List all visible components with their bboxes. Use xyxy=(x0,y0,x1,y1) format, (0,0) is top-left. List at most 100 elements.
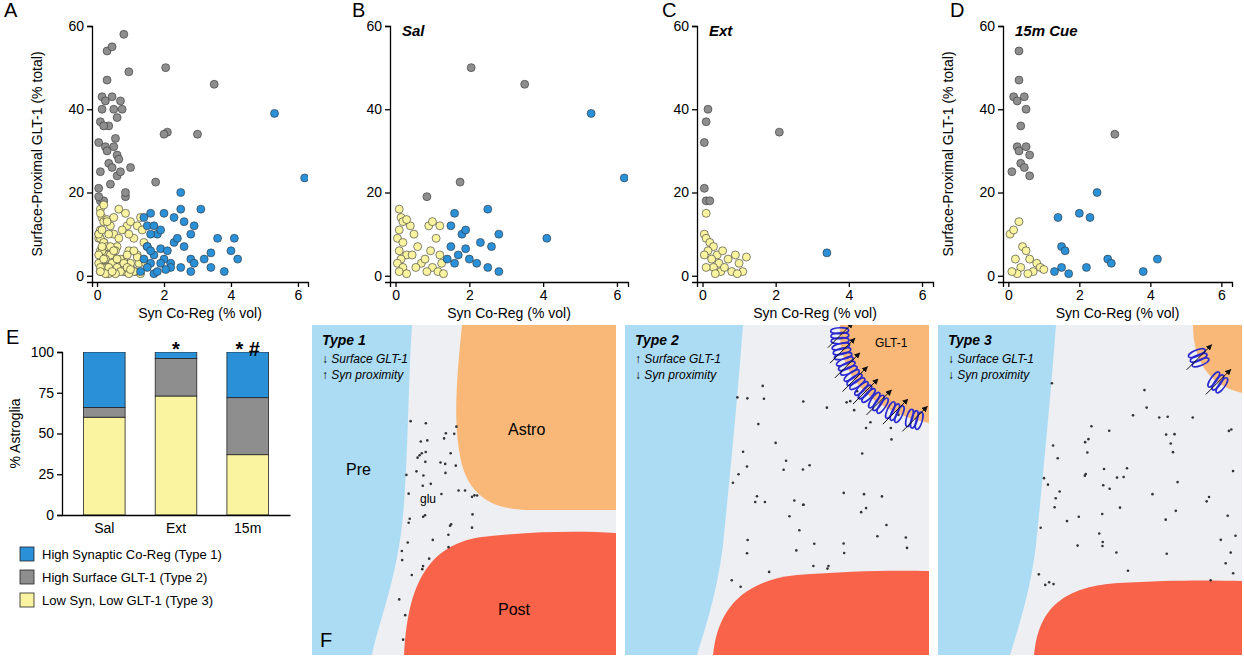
point xyxy=(1011,255,1019,263)
tick-label: 20 xyxy=(979,184,995,200)
point xyxy=(702,263,710,271)
tick: 0 xyxy=(94,282,102,303)
glutamate xyxy=(454,464,457,467)
point xyxy=(1093,189,1101,197)
tick: 60 xyxy=(673,18,697,34)
panel-letter: F xyxy=(320,629,332,651)
diagram-label: Pre xyxy=(346,461,371,478)
point xyxy=(108,164,116,172)
point xyxy=(1153,255,1161,263)
tick: 2 xyxy=(772,282,780,303)
point xyxy=(95,184,103,192)
postsynaptic xyxy=(713,571,929,655)
glutamate xyxy=(473,494,476,497)
glutamate xyxy=(802,503,805,506)
point xyxy=(127,266,135,274)
axis-line xyxy=(93,283,309,288)
point xyxy=(193,130,201,138)
point xyxy=(227,247,235,255)
glutamate xyxy=(1052,444,1055,447)
point xyxy=(403,216,411,224)
glutamate xyxy=(1101,513,1104,516)
transporters xyxy=(1187,345,1231,395)
glutamate xyxy=(464,489,467,492)
glutamate xyxy=(1224,562,1227,565)
tick-label: 0 xyxy=(699,287,707,303)
presynaptic xyxy=(938,325,1056,655)
glutamate xyxy=(450,523,453,526)
glutamate xyxy=(1087,438,1090,441)
tick-mark xyxy=(57,474,62,475)
glutamate xyxy=(861,452,864,455)
diagram-panel: Type 1↓ Surface GLT-1↑ Syn proximityPreA… xyxy=(312,325,616,655)
glutamate xyxy=(439,461,442,464)
glutamate xyxy=(746,552,749,555)
tick: 50 xyxy=(38,425,62,441)
point xyxy=(100,122,108,130)
tick-mark xyxy=(692,26,697,27)
axis-line xyxy=(385,27,391,283)
point xyxy=(140,213,148,221)
panel-title: Ext xyxy=(709,22,733,39)
y-axis-title: Surface-Proximal GLT-1 (% total) xyxy=(29,51,45,256)
point xyxy=(412,263,420,271)
point xyxy=(1050,268,1058,276)
glutamate xyxy=(1048,581,1051,584)
glutamate xyxy=(826,567,829,570)
glutamate xyxy=(1219,539,1222,542)
bar-segment xyxy=(227,455,269,515)
glutamate xyxy=(405,474,408,477)
point xyxy=(110,143,118,151)
transport-arrow xyxy=(866,390,891,415)
tick-label: 75 xyxy=(38,385,54,401)
glutamate xyxy=(793,499,796,502)
tick: 0 xyxy=(1005,282,1013,303)
glutamate-dots xyxy=(730,385,908,588)
tick: 20 xyxy=(366,184,390,200)
point xyxy=(447,222,455,230)
plot-area xyxy=(700,105,831,277)
x-axis: 0246 xyxy=(391,282,629,303)
point xyxy=(127,164,135,172)
glutamate xyxy=(1084,441,1087,444)
diagram-label: GLT-1 xyxy=(875,336,908,350)
plot-area xyxy=(1006,47,1161,278)
point xyxy=(115,234,123,242)
postsynaptic xyxy=(1034,580,1242,655)
glutamate xyxy=(1191,416,1194,419)
glutamate xyxy=(746,397,749,400)
panel-letter: E xyxy=(6,326,19,348)
point xyxy=(735,259,743,267)
point xyxy=(1139,268,1147,276)
glutamate xyxy=(1053,506,1056,509)
glutamate xyxy=(471,526,474,529)
glutamate xyxy=(905,536,908,539)
tick-mark xyxy=(385,192,390,193)
point xyxy=(476,238,484,246)
legend-label: High Synaptic Co-Reg (Type 1) xyxy=(42,547,222,562)
y-axis-title: Surface-Proximal GLT-1 (% total) xyxy=(940,51,956,256)
point xyxy=(543,234,551,242)
tick: 0 xyxy=(392,282,400,303)
glutamate xyxy=(419,440,422,443)
tick: 0 xyxy=(987,268,1003,284)
point xyxy=(163,247,171,255)
glutamate xyxy=(1143,389,1146,392)
point xyxy=(1111,130,1119,138)
point xyxy=(115,155,123,163)
glutamate xyxy=(1232,470,1235,473)
glutamate xyxy=(426,439,429,442)
tick-label: 60 xyxy=(366,18,382,34)
point xyxy=(207,263,215,271)
point xyxy=(214,234,222,242)
point xyxy=(428,218,436,226)
point xyxy=(98,105,106,113)
diagram-texts: Type 3↓ Surface GLT-1↓ Syn proximity xyxy=(948,332,1034,382)
glutamate xyxy=(1090,425,1093,428)
point xyxy=(447,243,455,251)
tick-mark xyxy=(57,515,62,516)
point xyxy=(436,251,444,259)
x-axis-title: Syn Co-Reg (% vol) xyxy=(1056,305,1180,321)
glutamate xyxy=(1086,451,1089,454)
tick-label: 0 xyxy=(392,287,400,303)
